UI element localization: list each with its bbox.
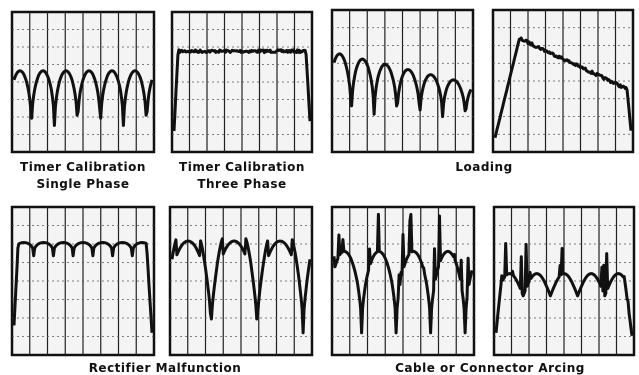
caption: Timer Calibration [179,160,305,174]
caption: Cable or Connector Arcing [395,361,585,375]
caption: Timer Calibration [20,160,146,174]
caption: Three Phase [197,177,286,191]
figure: Timer Calibration Single Phase Timer Calib… [0,0,639,375]
caption: Rectifier Malfunction [89,361,242,375]
caption: Single Phase [36,177,129,191]
caption: Loading [455,160,512,174]
